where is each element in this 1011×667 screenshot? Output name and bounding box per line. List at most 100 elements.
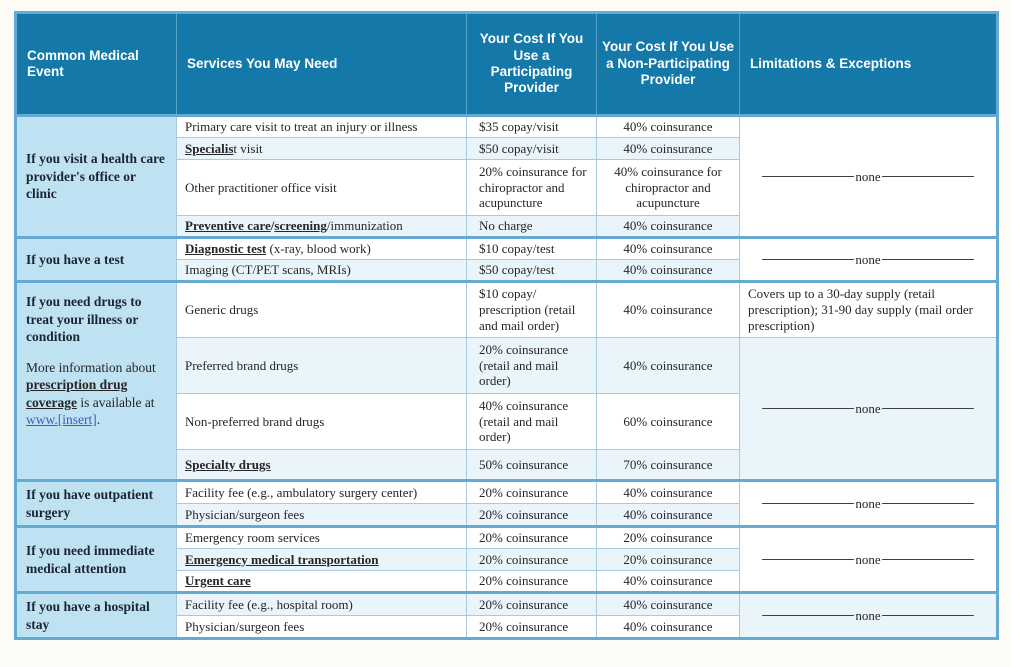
nonparticipating-cost-cell: 70% coinsurance bbox=[596, 449, 740, 481]
row-emergency-room: If you need immediate medical attention … bbox=[15, 526, 998, 593]
dash-line bbox=[881, 175, 974, 177]
nonparticipating-cost-cell: 40% coinsurance for chiropractor and acu… bbox=[596, 159, 740, 216]
limitations-cell-none: none bbox=[739, 526, 998, 593]
inline-link[interactable]: [insert] bbox=[57, 412, 97, 428]
nonparticipating-cost-cell: 40% coinsurance bbox=[596, 215, 740, 238]
participating-cost-cell: 20% coinsurance for chiropractor and acu… bbox=[466, 159, 597, 216]
dash-line bbox=[762, 407, 855, 409]
participating-cost-cell: 20% coinsurance bbox=[466, 503, 597, 527]
row-physician-surgeon-fees-hospital: Physician/surgeon fees 20% coinsurance 4… bbox=[16, 615, 998, 639]
event-cell-office-visit: If you visit a health care provider's of… bbox=[15, 115, 177, 238]
participating-cost-cell: 20% coinsurance bbox=[466, 548, 597, 571]
nonparticipating-cost-cell: 20% coinsurance bbox=[596, 548, 740, 571]
event-cell-immediate-attention: If you need immediate medical attention bbox=[15, 526, 177, 593]
participating-cost-cell: $35 copay/visit bbox=[466, 115, 597, 138]
text-segment: office or clinic bbox=[26, 168, 136, 202]
text-segment: Preferred brand drugs bbox=[185, 357, 299, 373]
dash-line bbox=[881, 258, 974, 260]
group-hospital-stay: If you have a hospital stay Facility fee… bbox=[15, 592, 998, 639]
event-note: More information about prescription drug… bbox=[26, 359, 167, 429]
text-segment: Imaging (CT/PET scans, MRIs) bbox=[185, 262, 351, 278]
glossary-term: Diagnostic test bbox=[185, 241, 267, 257]
service-cell: Other practitioner office visit bbox=[176, 159, 467, 216]
limitations-cell-none: none bbox=[739, 237, 998, 282]
text-segment: Facility fee (e.g., ambulatory surgery c… bbox=[185, 484, 418, 500]
service-cell: Emergency room services bbox=[176, 526, 467, 549]
dash-line bbox=[762, 615, 855, 617]
row-diagnostic-test: If you have a test Diagnostic test (x-ra… bbox=[15, 237, 998, 282]
service-cell: Preferred brand drugs bbox=[176, 337, 467, 394]
glossary-term: prescription drug coverage bbox=[26, 377, 128, 410]
dash-line bbox=[881, 559, 974, 561]
nonparticipating-cost-cell: 40% coinsurance bbox=[596, 570, 740, 593]
dash-line bbox=[762, 175, 855, 177]
nonparticipating-cost-cell: 40% coinsurance bbox=[596, 479, 740, 504]
none-label: none bbox=[855, 495, 881, 511]
nonparticipating-cost-cell: 40% coinsurance bbox=[596, 281, 740, 338]
row-physician-surgeon-fees-outpatient: Physician/surgeon fees 20% coinsurance 4… bbox=[16, 503, 998, 527]
nonparticipating-cost-cell: 40% coinsurance bbox=[596, 137, 740, 160]
service-cell: Urgent care bbox=[176, 570, 467, 593]
participating-cost-cell: $10 copay/ prescription (retail and mail… bbox=[466, 281, 597, 338]
text-segment: Physician/surgeon fees bbox=[185, 618, 305, 634]
text-segment: Non-preferred brand drugs bbox=[185, 413, 325, 429]
participating-cost-cell: 20% coinsurance bbox=[466, 479, 597, 504]
nonparticipating-cost-cell: 40% coinsurance bbox=[596, 503, 740, 527]
event-cell-hospital-stay: If you have a hospital stay bbox=[15, 592, 177, 639]
text-segment: If you visit a health care bbox=[26, 151, 165, 167]
text-segment: is available at bbox=[76, 394, 155, 410]
service-cell: Physician/surgeon fees bbox=[176, 503, 467, 527]
group-immediate-medical-attention: If you need immediate medical attention … bbox=[15, 526, 998, 593]
text-segment: More information about bbox=[26, 359, 156, 375]
col-header-limitations: Limitations & Exceptions bbox=[739, 12, 998, 116]
row-specialist-visit: Specialist visit $50 copay/visit 40% coi… bbox=[16, 137, 998, 160]
row-other-practitioner: Other practitioner office visit 20% coin… bbox=[16, 159, 998, 216]
service-cell: Diagnostic test (x-ray, blood work) bbox=[176, 237, 467, 260]
text-segment: Facility fee (e.g., hospital room) bbox=[185, 596, 353, 612]
text-segment: . bbox=[96, 412, 101, 428]
text-segment: t visit bbox=[233, 140, 263, 156]
nonparticipating-cost-cell: 40% coinsurance bbox=[596, 615, 740, 639]
service-cell: Facility fee (e.g., hospital room) bbox=[176, 592, 467, 616]
group-test: If you have a test Diagnostic test (x-ra… bbox=[15, 237, 998, 282]
row-nonpreferred-brand-drugs: Non-preferred brand drugs 40% coinsuranc… bbox=[16, 393, 998, 450]
row-imaging: Imaging (CT/PET scans, MRIs) $50 copay/t… bbox=[16, 259, 998, 282]
service-cell: Non-preferred brand drugs bbox=[176, 393, 467, 450]
service-cell: Primary care visit to treat an injury or… bbox=[176, 115, 467, 138]
service-cell: Facility fee (e.g., ambulatory surgery c… bbox=[176, 479, 467, 504]
row-facility-fee-ambulatory: If you have outpatient surgery Facility … bbox=[15, 479, 998, 527]
glossary-term: Emergency medical transportation bbox=[185, 551, 379, 567]
nonparticipating-cost-cell: 40% coinsurance bbox=[596, 592, 740, 616]
limitations-cell-none: none bbox=[739, 592, 998, 639]
none-label: none bbox=[855, 168, 881, 184]
participating-cost-cell: 40% coinsurance (retail and mail order) bbox=[466, 393, 597, 450]
event-cell-test: If you have a test bbox=[15, 237, 177, 282]
nonparticipating-cost-cell: 40% coinsurance bbox=[596, 337, 740, 394]
glossary-term: screening bbox=[274, 218, 327, 234]
text-segment: If you need immediate medical attention bbox=[26, 543, 155, 576]
none-label: none bbox=[855, 607, 881, 623]
text-segment: Emergency room services bbox=[185, 530, 320, 546]
col-header-services: Services You May Need bbox=[176, 12, 467, 116]
dash-line bbox=[881, 503, 974, 505]
dash-line bbox=[881, 407, 974, 409]
participating-cost-cell: 20% coinsurance bbox=[466, 615, 597, 639]
dash-line bbox=[762, 258, 855, 260]
nonparticipating-cost-cell: 60% coinsurance bbox=[596, 393, 740, 450]
text-segment: /immunization bbox=[326, 218, 403, 234]
service-cell: Specialist visit bbox=[176, 137, 467, 160]
group-outpatient-surgery: If you have outpatient surgery Facility … bbox=[15, 479, 998, 527]
inline-link[interactable]: www. bbox=[26, 412, 58, 428]
row-preventive-care: Preventive care/screening/immunization N… bbox=[16, 215, 998, 238]
dash-line bbox=[881, 615, 974, 617]
text-segment: If you need drugs to treat your illness … bbox=[26, 294, 142, 345]
text-segment: If you have a hospital stay bbox=[26, 599, 150, 632]
service-cell: Specialty drugs bbox=[176, 449, 467, 481]
event-cell-drugs: If you need drugs to treat your illness … bbox=[15, 281, 177, 481]
table-header: Common Medical Event Services You May Ne… bbox=[15, 12, 998, 116]
service-cell: Imaging (CT/PET scans, MRIs) bbox=[176, 259, 467, 282]
none-label: none bbox=[855, 551, 881, 567]
benefits-table: Common Medical Event Services You May Ne… bbox=[14, 11, 999, 641]
limitations-cell-none: none bbox=[739, 115, 998, 238]
